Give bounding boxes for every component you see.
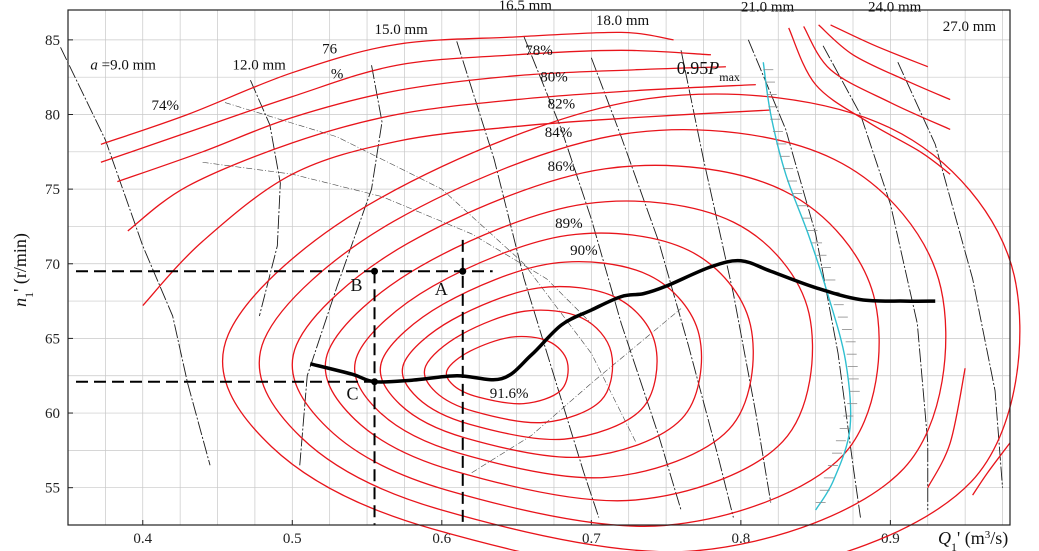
opening-line xyxy=(60,47,211,466)
efficiency-contour xyxy=(401,285,658,441)
efficiency-contour xyxy=(100,49,711,163)
opening-label: 21.0 mm xyxy=(741,0,795,15)
efficiency-contour xyxy=(818,24,951,101)
opening-label: 18.0 mm xyxy=(596,13,650,29)
opening-line xyxy=(590,57,734,518)
plot-frame xyxy=(67,9,1011,526)
opening-label: 15.0 mm xyxy=(375,22,429,38)
y-tick-label: 65 xyxy=(45,331,60,347)
efficiency-contour xyxy=(117,66,726,183)
reference-dashed-lines xyxy=(76,239,493,525)
x-axis-ticks: 0.4 0.5 0.6 0.7 0.8 0.9 xyxy=(133,520,900,547)
x-tick-label: 0.4 xyxy=(133,531,152,547)
y-tick-label: 80 xyxy=(45,107,60,123)
x-axis-label: Q1' (m3/s) xyxy=(938,528,1008,551)
opening-line xyxy=(523,36,682,511)
power-limit-line xyxy=(762,62,860,511)
power-limit-curve xyxy=(762,62,852,511)
efficiency-label: 78% xyxy=(525,43,553,59)
efficiency-label: 76 xyxy=(322,41,338,57)
efficiency-contour xyxy=(324,200,814,502)
efficiency-contour xyxy=(127,83,756,232)
efficiency-label: 74% xyxy=(151,98,179,114)
opening-label: 16.5 mm xyxy=(499,0,553,14)
opening-line xyxy=(747,39,861,518)
y-tick-label: 85 xyxy=(45,33,60,49)
opening-line xyxy=(299,65,383,466)
efficiency-label: 86% xyxy=(548,159,576,175)
efficiency-contour xyxy=(222,93,1021,551)
efficiency-contour xyxy=(258,129,947,551)
opening-line xyxy=(250,79,281,317)
x-tick-label: 0.5 xyxy=(283,531,302,547)
efficiency-contour xyxy=(423,309,614,424)
y-tick-label: 70 xyxy=(45,257,60,273)
efficiency-contour xyxy=(927,368,966,488)
efficiency-contour xyxy=(353,232,754,479)
efficiency-contour xyxy=(142,109,771,307)
efficiency-contour xyxy=(803,26,951,131)
y-tick-label: 75 xyxy=(45,182,60,198)
efficiency-contour xyxy=(830,24,929,68)
point-b xyxy=(371,267,379,275)
operating-curve-path xyxy=(309,258,936,384)
point-label-c: C xyxy=(347,384,359,404)
efficiency-contour xyxy=(100,31,674,145)
opening-line xyxy=(680,50,772,503)
efficiency-label: 82% xyxy=(548,97,576,113)
efficiency-contour xyxy=(379,260,703,459)
x-tick-label: 0.7 xyxy=(582,531,601,547)
opening-label: a =9.0 mm xyxy=(90,58,156,74)
grid xyxy=(67,10,1010,526)
efficiency-label: 89% xyxy=(555,216,583,232)
y-axis-label: n1' (r/min) xyxy=(10,233,36,307)
efficiency-label: 80% xyxy=(540,70,568,86)
point-label-b: B xyxy=(351,275,363,295)
aux-line xyxy=(471,308,682,474)
efficiency-contour xyxy=(788,27,951,175)
power-limit-label: 0.95Pmax xyxy=(677,58,740,84)
operating-curve xyxy=(309,258,936,384)
x-tick-label: 0.6 xyxy=(432,531,451,547)
efficiency-label: % xyxy=(331,67,344,83)
y-tick-label: 55 xyxy=(45,481,60,497)
opening-line xyxy=(822,45,929,511)
opening-line xyxy=(456,41,600,518)
efficiency-contour xyxy=(972,442,1011,496)
aux-line xyxy=(224,102,637,444)
y-axis-ticks: 55 60 65 70 75 80 85 xyxy=(45,33,73,497)
efficiency-label: 84% xyxy=(545,125,573,141)
opening-label: 24.0 mm xyxy=(868,0,922,15)
opening-line xyxy=(897,62,1003,488)
efficiency-label: 90% xyxy=(570,243,598,259)
efficiency-contour xyxy=(291,164,880,527)
opening-label: 12.0 mm xyxy=(232,58,286,74)
point-c xyxy=(371,378,379,386)
operating-points: A B C xyxy=(347,267,467,404)
point-label-a: A xyxy=(435,279,448,299)
efficiency-label: 91.6% xyxy=(490,386,529,402)
y-tick-label: 60 xyxy=(45,406,60,422)
x-tick-label: 0.9 xyxy=(881,531,900,547)
opening-label: 27.0 mm xyxy=(943,19,997,35)
point-a xyxy=(459,267,467,275)
